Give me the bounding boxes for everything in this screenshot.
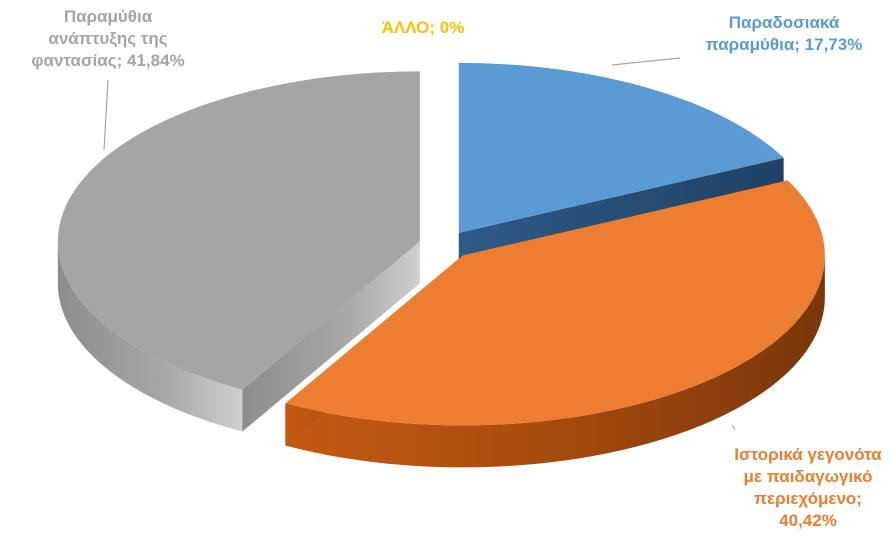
slice-data-label: Ιστορικά γεγονότα με παιδαγωγικό περιεχόμε…: [734, 445, 882, 530]
leader-line: [103, 79, 109, 151]
slice-data-label: ΆΛΛΟ; 0%: [382, 18, 465, 37]
pie-slice: [57, 71, 420, 432]
slice-data-label: Παραμύθια ανάπτυξης της φαντασίας; 41,84%: [31, 7, 184, 70]
slice-side-wall: [57, 241, 243, 432]
slice-side-wall: [285, 255, 825, 468]
slice-top-face: [285, 180, 825, 426]
slice-top-face: [458, 62, 784, 233]
leader-line: [611, 57, 681, 66]
leader-line: [731, 424, 736, 431]
pie-slice: [285, 180, 825, 468]
slice-cut-face: [242, 241, 420, 432]
slice-data-label: Παραδοσιακά παραμύθια; 17,73%: [706, 13, 863, 54]
slice-top-face: [57, 71, 420, 390]
